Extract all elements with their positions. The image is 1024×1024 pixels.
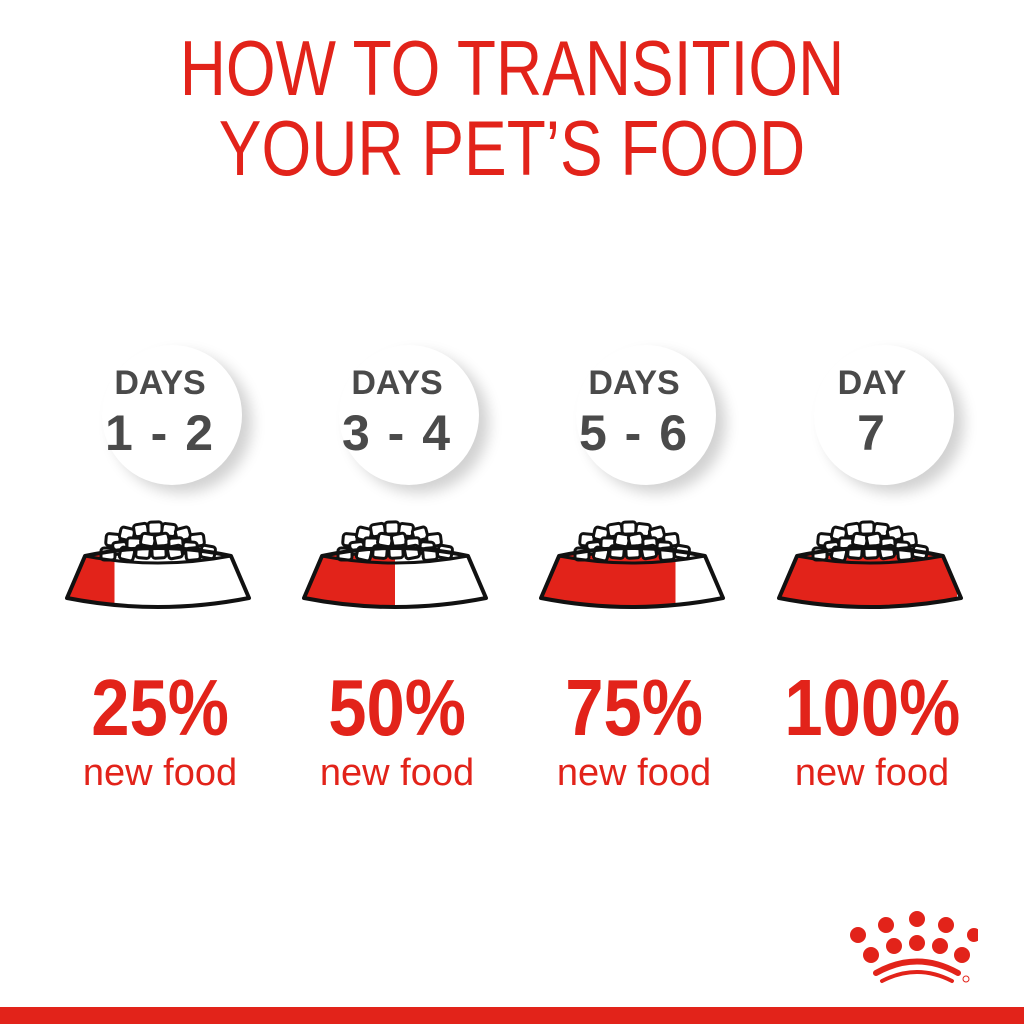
- transition-step: DAY 7 100% new food: [772, 340, 1012, 810]
- title-line-2: YOUR PET’S FOOD: [218, 104, 806, 192]
- percent-value: 50%: [328, 663, 466, 752]
- days-circle: [576, 345, 716, 485]
- percent-new-food: 25%: [40, 662, 280, 754]
- food-bowl-icon: [302, 520, 488, 609]
- percent-value: 75%: [565, 663, 703, 752]
- new-food-caption: new food: [319, 752, 475, 794]
- days-circle: [339, 345, 479, 485]
- percent-new-food: 50%: [277, 662, 517, 754]
- transition-step: DAYS 5 - 6 75% new food: [534, 340, 774, 810]
- days-range: 1 - 2: [104, 405, 216, 461]
- days-circle: [814, 345, 954, 485]
- days-circle: [102, 345, 242, 485]
- percent-new-food: 75%: [514, 662, 754, 754]
- days-label: DAYS: [114, 364, 206, 402]
- percent-value: 25%: [91, 663, 229, 752]
- transition-step: DAYS 3 - 4 50% new food: [297, 340, 537, 810]
- food-bowl-icon: [539, 520, 725, 609]
- food-bowl-icon: [777, 520, 963, 609]
- days-range: 3 - 4: [341, 405, 453, 461]
- footer-bar: [0, 1007, 1024, 1024]
- days-label: DAY: [837, 364, 907, 402]
- days-label: DAYS: [588, 364, 680, 402]
- days-range: 7: [857, 405, 887, 461]
- page-title: HOW TO TRANSITION YOUR PET’S FOOD: [0, 28, 1024, 188]
- new-food-caption: new food: [556, 752, 712, 794]
- title-line-1: HOW TO TRANSITION: [179, 24, 845, 112]
- new-food-caption: new food: [794, 752, 950, 794]
- crown-logo-icon: [850, 911, 978, 983]
- percent-new-food: 100%: [752, 662, 992, 754]
- transition-step: DAYS 1 - 2 25% new food: [60, 340, 300, 810]
- percent-value: 100%: [784, 663, 960, 752]
- new-food-caption: new food: [82, 752, 238, 794]
- days-label: DAYS: [351, 364, 443, 402]
- days-range: 5 - 6: [578, 405, 690, 461]
- food-bowl-icon: [65, 520, 251, 609]
